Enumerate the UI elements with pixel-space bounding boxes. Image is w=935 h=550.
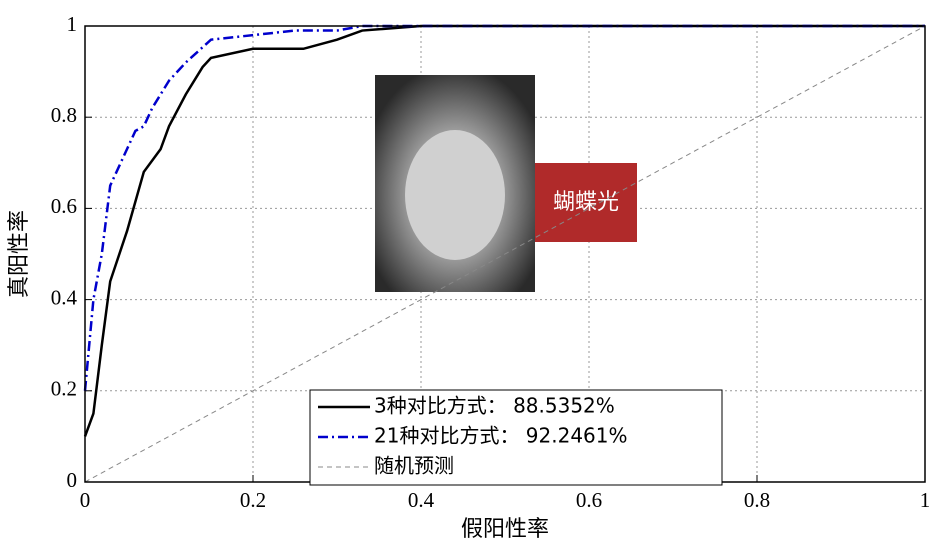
portrait-face <box>405 130 505 260</box>
x-tick-label: 0.2 <box>240 488 266 512</box>
y-tick-label: 0.4 <box>51 285 78 309</box>
roc-curve <box>84 25 926 483</box>
roc-curve <box>83 24 925 437</box>
y-tick-label: 0 <box>67 468 78 492</box>
y-tick-label: 1 <box>67 12 78 36</box>
y-tick-label: 0.8 <box>51 103 77 127</box>
x-tick-label: 0.4 <box>408 488 435 512</box>
y-tick-label: 0.2 <box>51 377 77 401</box>
legend-label: 21种对比方式： 92.2461% <box>374 424 628 448</box>
y-tick-label: 0.6 <box>51 194 77 218</box>
x-axis-label: 假阳性率 <box>461 517 549 542</box>
x-tick-label: 0.8 <box>744 488 770 512</box>
x-tick-label: 0 <box>80 488 91 512</box>
y-axis-label: 真阳性率 <box>7 210 32 298</box>
annotation: 蝴蝶光 <box>553 190 619 215</box>
legend-label: 随机预测 <box>374 454 454 478</box>
x-tick-label: 0.6 <box>576 488 602 512</box>
legend-box <box>309 389 723 486</box>
legend-label: 3种对比方式： 88.5352% <box>374 394 615 418</box>
x-tick-label: 1 <box>920 488 931 512</box>
